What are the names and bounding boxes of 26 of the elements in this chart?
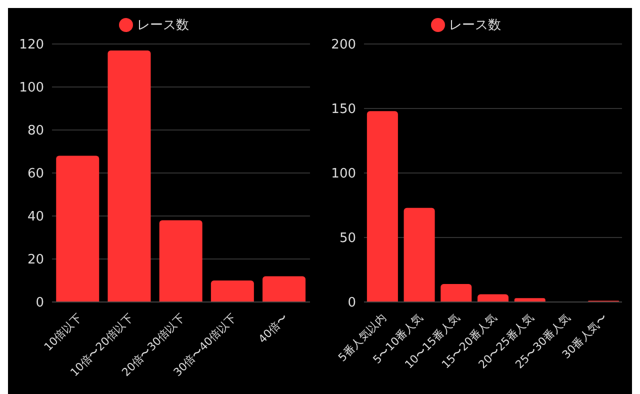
- y-tick-label: 0: [348, 296, 356, 311]
- y-tick-label: 150: [331, 102, 356, 118]
- bar: [440, 284, 472, 302]
- y-tick-label: 120: [19, 38, 44, 53]
- y-tick-label: 60: [27, 166, 44, 182]
- bar: [108, 50, 151, 302]
- bar: [404, 208, 435, 302]
- y-tick-label: 40: [27, 210, 44, 225]
- y-tick-label: 100: [331, 166, 356, 182]
- bar: [210, 280, 254, 302]
- bar: [478, 294, 509, 302]
- y-tick-label: 50: [339, 231, 356, 246]
- y-tick-label: 20: [27, 252, 44, 268]
- bar: [159, 220, 202, 302]
- bar: [262, 276, 306, 302]
- y-tick-label: 80: [27, 124, 44, 139]
- x-tick-label: 10倍以下: [42, 311, 84, 354]
- bar: [514, 298, 546, 302]
- y-tick-label: 200: [331, 38, 356, 53]
- y-tick-label: 100: [19, 80, 44, 96]
- legend-label: レース数: [137, 18, 189, 33]
- legend-label: レース数: [449, 18, 501, 33]
- x-tick-label: 40倍〜: [256, 311, 291, 346]
- bar: [56, 156, 100, 302]
- bar: [366, 111, 398, 302]
- y-tick-label: 0: [36, 296, 44, 311]
